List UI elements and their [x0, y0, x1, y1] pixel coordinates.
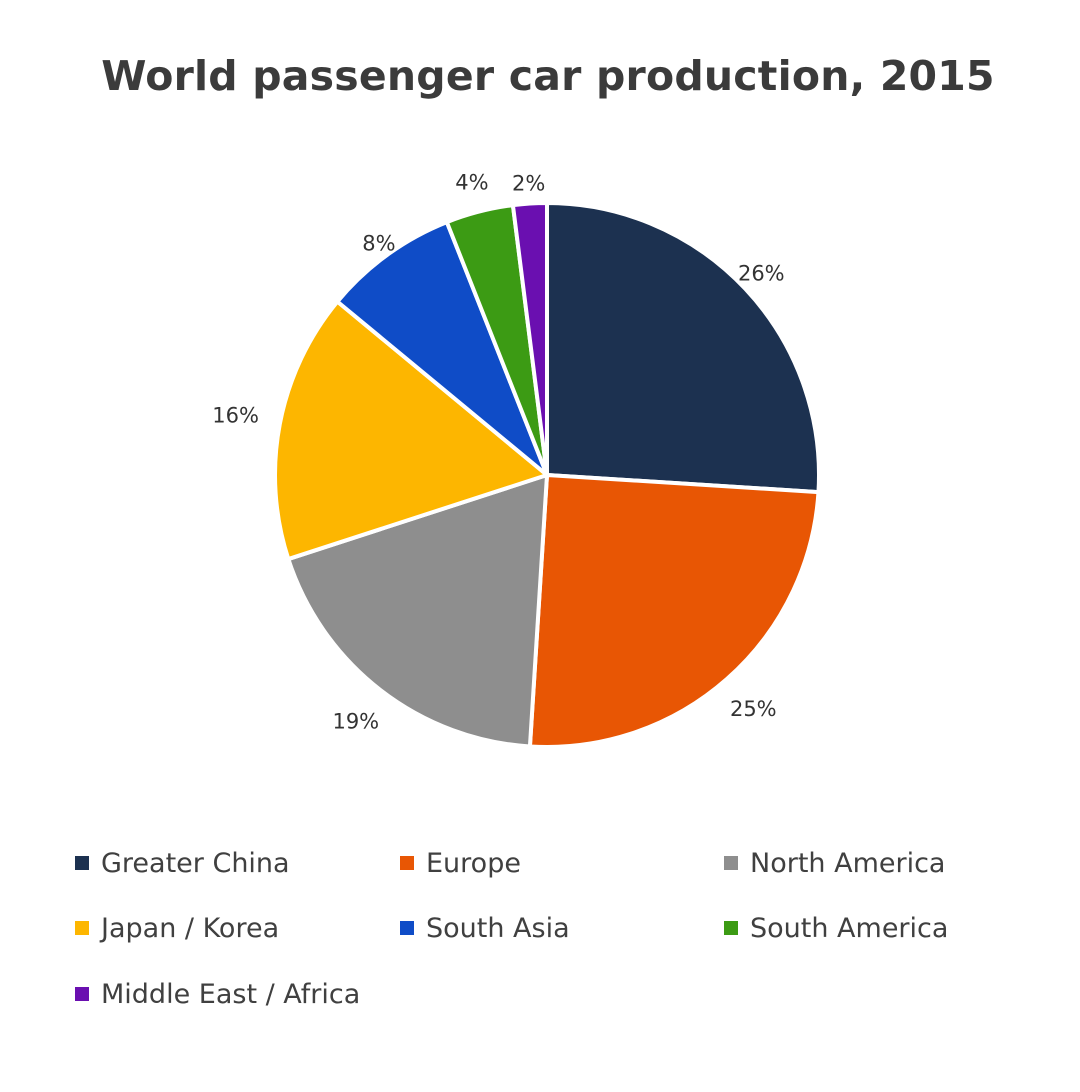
pie-value-label: 4% [455, 171, 488, 195]
pie-slice-europe [527, 473, 821, 749]
pie-slice-japan-korea [273, 299, 549, 562]
pie-value-label: 2% [512, 172, 545, 196]
pie-value-label: 16% [212, 404, 259, 428]
pie-value-label: 26% [738, 262, 785, 286]
pie-slice-middle-east-africa [510, 201, 549, 477]
pie-slices [273, 201, 821, 749]
pie-value-label: 19% [332, 710, 379, 734]
pie-slice-north-america [286, 473, 549, 749]
chart-title: World passenger car production, 2015 [101, 52, 995, 100]
pie-value-label: 8% [362, 232, 395, 256]
pie-value-label: 25% [730, 697, 777, 721]
pie-slice-greater-china [545, 201, 821, 495]
pie-value-labels: 26% 25% 19% 16% 8% 4% 2% [212, 171, 784, 734]
pie-slice-south-asia [335, 220, 549, 477]
